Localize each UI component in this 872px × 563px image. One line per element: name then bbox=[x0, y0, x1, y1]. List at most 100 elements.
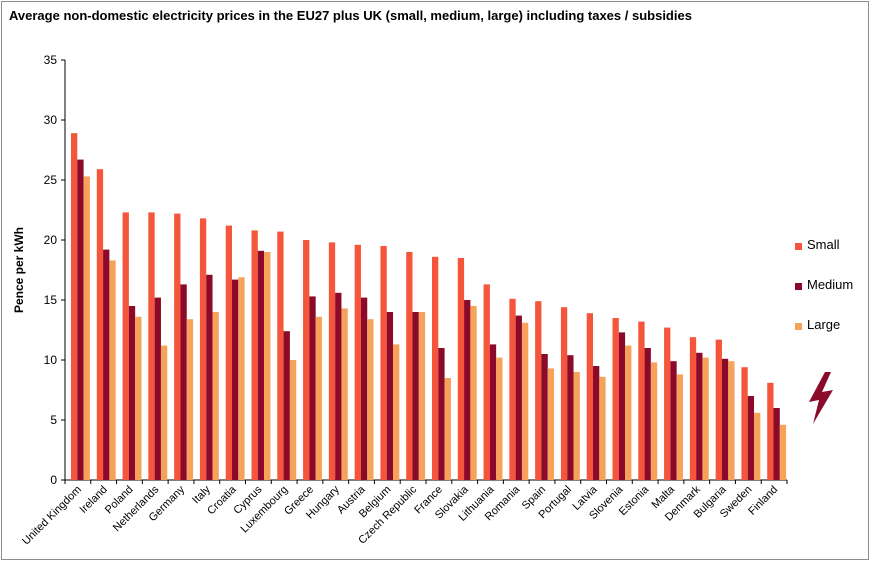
bar-medium bbox=[154, 297, 161, 480]
bar-small bbox=[380, 246, 387, 480]
bar-large bbox=[109, 260, 116, 480]
bar-small bbox=[174, 213, 181, 480]
legend-item-medium: Medium bbox=[795, 277, 870, 299]
bar-small bbox=[767, 382, 774, 480]
legend-label-medium: Medium bbox=[807, 277, 854, 292]
bar-medium bbox=[489, 344, 497, 480]
bar-medium bbox=[670, 361, 677, 480]
bar-large bbox=[418, 312, 426, 480]
bar-small bbox=[328, 242, 336, 480]
y-tick-label: 0 bbox=[50, 473, 57, 487]
bar-large bbox=[444, 378, 451, 480]
bar-large bbox=[754, 412, 761, 480]
bar-medium bbox=[283, 331, 290, 480]
bar-medium bbox=[103, 249, 110, 480]
bar-medium bbox=[128, 306, 136, 480]
bar-small bbox=[638, 321, 645, 480]
x-axis-labels: United KingdomIrelandPolandNetherlandsGe… bbox=[20, 483, 780, 547]
bar-large bbox=[650, 362, 658, 480]
legend-swatch-large bbox=[795, 323, 802, 330]
bar-small bbox=[612, 318, 619, 480]
chart-title: Average non-domestic electricity prices … bbox=[9, 8, 692, 23]
bar-medium bbox=[721, 358, 729, 480]
y-axis-label: Pence per kWh bbox=[12, 227, 26, 313]
bar-small bbox=[432, 256, 439, 480]
legend-label-small: Small bbox=[807, 237, 840, 252]
bar-small bbox=[122, 212, 129, 480]
bar-medium bbox=[644, 348, 651, 480]
bars bbox=[71, 133, 787, 480]
bar-medium bbox=[696, 352, 703, 480]
y-tick-label: 25 bbox=[44, 173, 58, 187]
bar-small bbox=[199, 218, 207, 480]
bar-medium bbox=[257, 250, 265, 480]
bar-medium bbox=[309, 296, 316, 480]
bar-small bbox=[715, 339, 722, 480]
bar-medium bbox=[232, 279, 239, 480]
bar-large bbox=[702, 357, 709, 480]
legend-swatch-small bbox=[795, 243, 802, 250]
bar-large bbox=[573, 372, 580, 480]
bar-large bbox=[547, 368, 555, 480]
bar-medium bbox=[567, 355, 574, 480]
bar-medium bbox=[593, 366, 600, 480]
bar-small bbox=[509, 298, 516, 480]
bar-medium bbox=[541, 354, 548, 480]
bar-large bbox=[315, 316, 322, 480]
bar-large bbox=[341, 308, 348, 480]
bar-medium bbox=[77, 159, 84, 480]
bar-medium bbox=[360, 297, 368, 480]
bar-large bbox=[496, 357, 503, 480]
legend-swatch-medium bbox=[795, 283, 802, 290]
y-tick-label: 35 bbox=[44, 53, 58, 67]
bar-small bbox=[406, 252, 413, 480]
bar-large bbox=[238, 277, 245, 480]
bar-large bbox=[393, 344, 400, 480]
bar-small bbox=[560, 307, 568, 480]
bar-small bbox=[741, 367, 748, 480]
y-tick-label: 20 bbox=[44, 233, 58, 247]
bar-small bbox=[71, 133, 78, 480]
bar-large bbox=[779, 424, 787, 480]
bar-medium bbox=[412, 312, 419, 480]
bar-medium bbox=[464, 300, 471, 480]
bar-large bbox=[212, 312, 219, 480]
bar-medium bbox=[386, 312, 394, 480]
y-tick-label: 15 bbox=[44, 293, 58, 307]
bar-small bbox=[96, 169, 104, 480]
bar-large bbox=[521, 322, 529, 480]
bar-large bbox=[186, 319, 194, 480]
bar-medium bbox=[618, 332, 626, 480]
bar-small bbox=[664, 327, 671, 480]
bar-large bbox=[676, 374, 683, 480]
y-tick-label: 5 bbox=[50, 413, 57, 427]
bar-small bbox=[251, 230, 258, 480]
bar-medium bbox=[335, 292, 342, 480]
bar-large bbox=[135, 316, 142, 480]
bar-large bbox=[289, 360, 297, 480]
bar-large bbox=[728, 361, 735, 480]
bar-small bbox=[148, 212, 155, 480]
bar-small bbox=[535, 301, 542, 480]
bar-medium bbox=[438, 348, 445, 480]
bar-large bbox=[367, 319, 374, 480]
bar-small bbox=[225, 225, 233, 480]
bar-small bbox=[457, 258, 465, 480]
legend-item-small: Small bbox=[795, 237, 870, 259]
bar-large bbox=[264, 252, 271, 480]
legend-item-large: Large bbox=[795, 317, 870, 339]
bar-small bbox=[586, 313, 594, 480]
bar-large bbox=[625, 345, 632, 480]
bar-large bbox=[83, 176, 90, 480]
x-tick-label: Estonia bbox=[617, 483, 652, 518]
bar-small bbox=[303, 240, 310, 480]
bar-medium bbox=[747, 396, 755, 480]
bar-medium bbox=[773, 408, 780, 480]
bar-large bbox=[470, 306, 477, 480]
bar-small bbox=[277, 231, 284, 480]
bar-large bbox=[599, 376, 606, 480]
bar-medium bbox=[180, 284, 187, 480]
bar-small bbox=[689, 337, 697, 480]
x-tick-label: Finland bbox=[746, 484, 780, 518]
